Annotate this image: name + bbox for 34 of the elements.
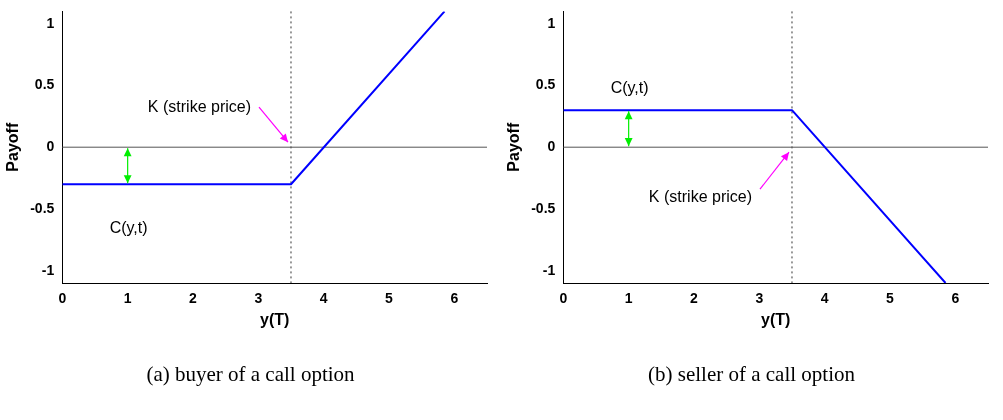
y-tick-label: 0	[547, 138, 556, 155]
x-tick-label: 6	[450, 290, 459, 307]
y-tick-label: -0.5	[30, 199, 55, 216]
y-tick-label: 0.5	[34, 76, 55, 93]
text: (a) buyer of a call option	[145, 362, 356, 387]
ref-line-label: K (strike price)	[648, 187, 752, 205]
x-tick-label: 0	[559, 290, 568, 307]
y-tick-label: -1	[542, 261, 556, 278]
x-tick-label: 5	[385, 290, 394, 307]
x-tick-label: 2	[189, 290, 198, 307]
x-tick-label: 6	[951, 290, 960, 307]
x-tick-label: 2	[690, 290, 699, 307]
x-tick-label: 4	[319, 290, 328, 307]
y-tick-label: 0	[46, 138, 55, 155]
x-tick-label: 1	[123, 290, 132, 307]
x-axis-title: y(T)	[260, 310, 290, 328]
y-tick-label: -1	[41, 261, 55, 278]
y-tick-label: -0.5	[531, 199, 556, 216]
ref-line-label: K (strike price)	[147, 97, 251, 115]
annotation: C(y,t)	[610, 78, 649, 96]
annotation: C(y,t)	[109, 218, 148, 236]
x-tick-label: 1	[624, 290, 633, 307]
y-axis-title: Payoff	[505, 122, 523, 172]
text: (b) seller of a call option	[647, 362, 856, 387]
y-tick-label: 1	[46, 14, 55, 31]
x-tick-label: 5	[886, 290, 895, 307]
x-tick-label: 4	[820, 290, 829, 307]
y-tick-label: 1	[547, 14, 556, 31]
x-axis-title: y(T)	[761, 310, 791, 328]
x-tick-label: 0	[58, 290, 67, 307]
y-axis-title: Payoff	[4, 122, 22, 172]
x-tick-label: 3	[254, 290, 263, 307]
x-tick-label: 3	[755, 290, 764, 307]
y-tick-label: 0.5	[535, 76, 556, 93]
